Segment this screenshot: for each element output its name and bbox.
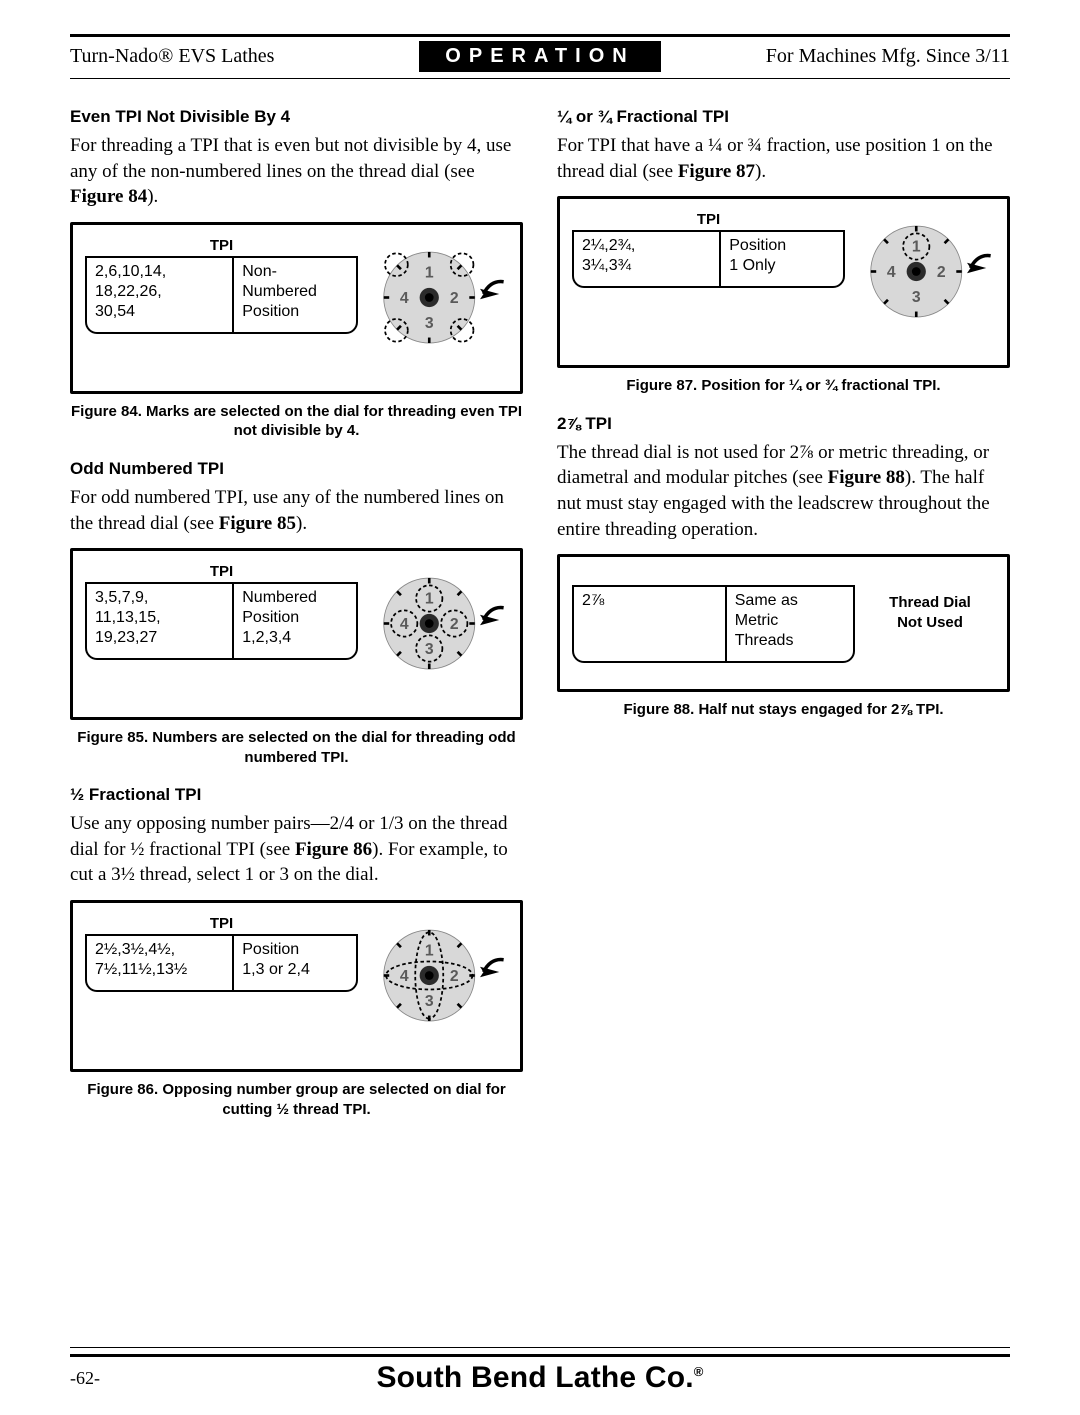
s2-text: For odd numbered TPI, use any of the num… (70, 485, 523, 536)
fig87-cell-right: Position 1 Only (719, 230, 845, 288)
fig84-cell-right: Non- Numbered Position (232, 256, 358, 334)
s5-head: 2⅞ TPI (557, 414, 1010, 434)
s4-head: ¼ or ¾ Fractional TPI (557, 107, 1010, 127)
s1-text: For threading a TPI that is even but not… (70, 133, 523, 210)
fig87-box: TPI 2¼,2¾, 3¼,3¾ Position 1 Only 1234 (557, 196, 1010, 368)
fig88-caption: Figure 88. Half nut stays engaged for 2⅞… (557, 700, 1010, 720)
header-right: For Machines Mfg. Since 3/11 (661, 45, 1010, 68)
content-columns: Even TPI Not Divisible By 4 For threadin… (70, 97, 1010, 1137)
left-column: Even TPI Not Divisible By 4 For threadin… (70, 97, 523, 1137)
s1-text-a: For threading a TPI that is even but not… (70, 135, 511, 182)
s1-text-b: Figure 84 (70, 186, 147, 207)
fig84-caption: Figure 84. Marks are selected on the dia… (70, 402, 523, 441)
fig88-box: 2⅞ Same as Metric Threads Thread Dial No… (557, 554, 1010, 692)
s4-text-b: Figure 87 (678, 161, 755, 182)
s1-head: Even TPI Not Divisible By 4 (70, 107, 523, 127)
fig84-box: TPI 2,6,10,14, 18,22,26, 30,54 Non- Numb… (70, 222, 523, 394)
fig88-notused: Thread Dial Not Used (865, 567, 995, 632)
fig86-dial: 1234 (368, 913, 508, 1043)
brand-text: South Bend Lathe Co. (376, 1361, 693, 1394)
s3-text-b: Figure 86 (295, 839, 372, 860)
right-column: ¼ or ¾ Fractional TPI For TPI that have … (557, 97, 1010, 1137)
svg-text:1: 1 (425, 591, 434, 608)
fig87-dial: 1234 (855, 209, 995, 339)
header-mid: OPERATION (419, 41, 660, 72)
brand: South Bend Lathe Co.® (150, 1361, 930, 1395)
fig88-cell-right: Same as Metric Threads (725, 585, 855, 663)
s3-text: Use any opposing number pairs—2/4 or 1/3… (70, 811, 523, 888)
svg-text:3: 3 (912, 289, 921, 306)
svg-text:2: 2 (450, 968, 459, 985)
fig84-cell-left: 2,6,10,14, 18,22,26, 30,54 (85, 256, 232, 334)
fig85-dial: 1234 (368, 561, 508, 691)
fig86-cell-left: 2½,3½,4½, 7½,11½,13½ (85, 934, 232, 992)
rule-top-thin (70, 78, 1010, 79)
fig84-tpi-head: TPI (85, 235, 358, 256)
footer: -62- South Bend Lathe Co.® (70, 1347, 1010, 1395)
svg-text:1: 1 (425, 265, 434, 282)
fig86-caption: Figure 86. Opposing number group are sel… (70, 1080, 523, 1119)
s1-text-c: ). (147, 186, 158, 207)
fig84-dial: 1234 (368, 235, 508, 365)
brand-reg: ® (694, 1364, 704, 1379)
s2-head: Odd Numbered TPI (70, 459, 523, 479)
s4-text-a: For TPI that have a ¼ or ¾ fraction, use… (557, 135, 993, 182)
svg-text:3: 3 (425, 993, 434, 1010)
fig85-box: TPI 3,5,7,9, 11,13,15, 19,23,27 Numbered… (70, 548, 523, 720)
header-bar: Turn-Nado® EVS Lathes OPERATION For Mach… (70, 41, 1010, 72)
fig88-cell-left: 2⅞ (572, 585, 725, 663)
rule-bot-thin (70, 1347, 1010, 1348)
s5-text-b: Figure 88 (828, 467, 905, 488)
fig85-caption: Figure 85. Numbers are selected on the d… (70, 728, 523, 767)
rule-bot-thick (70, 1354, 1010, 1357)
s2-text-c: ). (296, 513, 307, 534)
svg-text:2: 2 (450, 616, 459, 633)
fig85-cell-right: Numbered Position 1,2,3,4 (232, 582, 358, 660)
svg-text:1: 1 (425, 943, 434, 960)
fig87-tpi-head: TPI (572, 209, 845, 230)
s5-text: The thread dial is not used for 2⅞ or me… (557, 440, 1010, 543)
svg-text:1: 1 (912, 239, 921, 256)
s4-text-c: ). (755, 161, 766, 182)
svg-text:4: 4 (400, 616, 409, 633)
svg-text:3: 3 (425, 315, 434, 332)
fig86-box: TPI 2½,3½,4½, 7½,11½,13½ Position 1,3 or… (70, 900, 523, 1072)
s2-text-b: Figure 85 (219, 513, 296, 534)
svg-text:3: 3 (425, 641, 434, 658)
rule-top-thick (70, 34, 1010, 37)
svg-text:2: 2 (450, 290, 459, 307)
fig87-cell-left: 2¼,2¾, 3¼,3¾ (572, 230, 719, 288)
fig85-tpi-head: TPI (85, 561, 358, 582)
fig85-cell-left: 3,5,7,9, 11,13,15, 19,23,27 (85, 582, 232, 660)
header-left: Turn-Nado® EVS Lathes (70, 45, 419, 68)
svg-text:2: 2 (937, 264, 946, 281)
fig87-caption: Figure 87. Position for ¼ or ¾ fractiona… (557, 376, 1010, 396)
s4-text: For TPI that have a ¼ or ¾ fraction, use… (557, 133, 1010, 184)
svg-text:4: 4 (400, 290, 409, 307)
s3-head: ½ Fractional TPI (70, 785, 523, 805)
fig86-cell-right: Position 1,3 or 2,4 (232, 934, 358, 992)
svg-text:4: 4 (400, 968, 409, 985)
page-number: -62- (70, 1368, 150, 1389)
fig86-tpi-head: TPI (85, 913, 358, 934)
svg-text:4: 4 (887, 264, 896, 281)
